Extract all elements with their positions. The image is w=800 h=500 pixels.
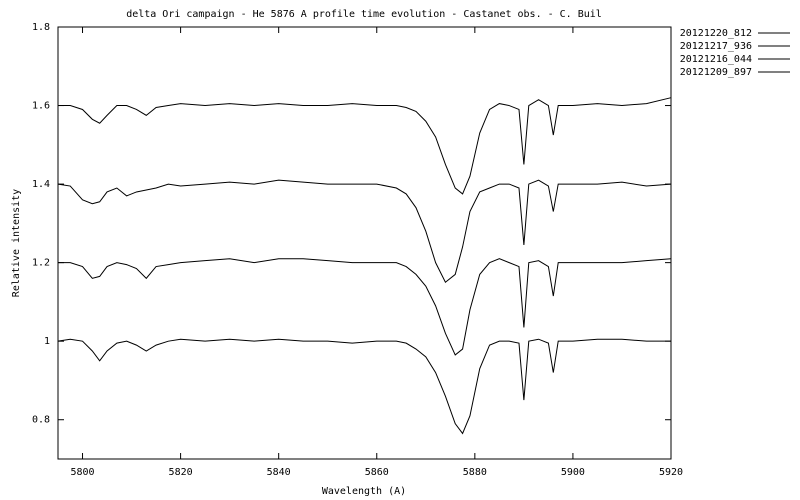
y-tick-label: 1.2 <box>32 258 50 269</box>
spectrum-line <box>57 338 671 435</box>
y-tick-label: 1.4 <box>32 179 50 190</box>
y-tick-label: 1.8 <box>32 22 50 33</box>
x-tick-label: 5920 <box>659 467 683 478</box>
spectrum-line <box>58 97 672 195</box>
x-tick-label: 5900 <box>561 467 585 478</box>
x-tick-label: 5840 <box>267 467 291 478</box>
y-axis-label: Relative intensity <box>11 189 22 297</box>
chart-title: delta Ori campaign - He 5876 A profile t… <box>126 9 602 20</box>
legend-label: 20121217_936 <box>680 41 752 52</box>
legend-label: 20121209_897 <box>680 67 752 78</box>
y-tick-label: 1.6 <box>32 101 50 112</box>
x-tick-label: 5860 <box>365 467 389 478</box>
x-tick-label: 5880 <box>463 467 487 478</box>
x-tick-label: 5820 <box>169 467 193 478</box>
y-tick-label: 0.8 <box>32 415 50 426</box>
x-tick-label: 5800 <box>70 467 94 478</box>
legend-label: 20121220_812 <box>680 28 752 39</box>
spectrum-line <box>57 179 672 284</box>
plot-frame <box>57 26 672 460</box>
x-axis-label: Wavelength (A) <box>322 486 406 497</box>
y-tick-label: 1 <box>44 336 50 347</box>
legend-label: 20121216_044 <box>680 54 752 65</box>
spectrum-line <box>58 258 672 356</box>
